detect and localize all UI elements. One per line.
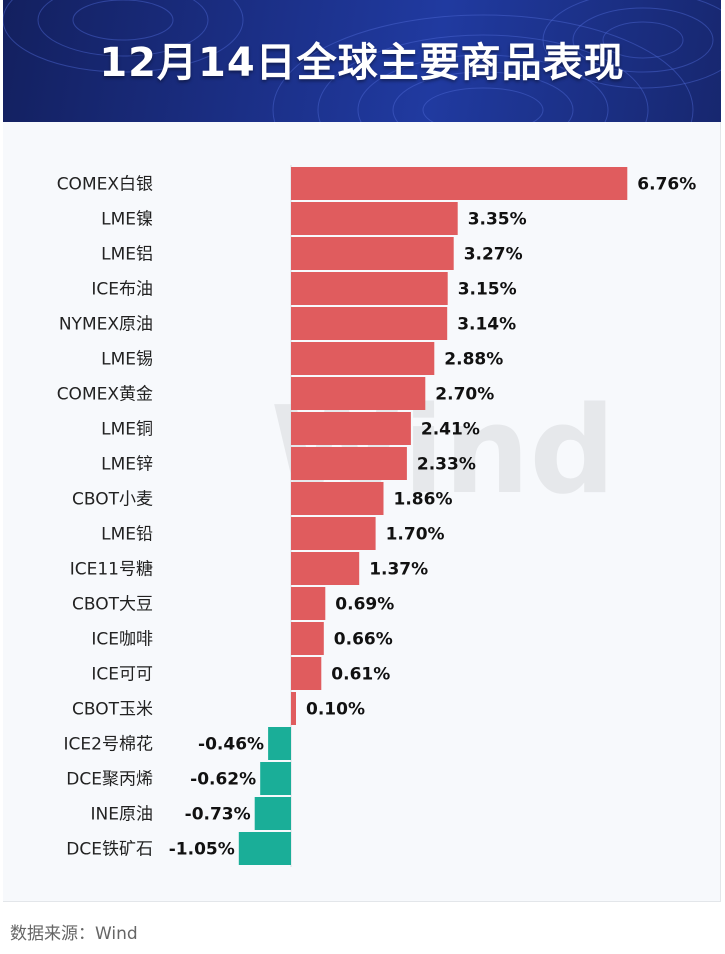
bar-7 [291, 412, 411, 445]
bar-5 [291, 342, 435, 375]
category-label: LME铝 [101, 245, 153, 265]
category-label: DCE铁矿石 [66, 840, 153, 860]
value-label: 3.35% [468, 210, 527, 230]
category-label: ICE可可 [91, 665, 153, 685]
bar-13 [291, 622, 324, 655]
value-label: 1.37% [369, 560, 428, 580]
category-label: CBOT小麦 [72, 490, 153, 510]
category-label: LME铜 [101, 420, 153, 440]
value-label: 2.70% [435, 385, 494, 405]
category-label: LME锡 [101, 350, 153, 370]
value-label: -0.46% [198, 735, 264, 755]
category-label: ICE咖啡 [91, 630, 153, 650]
value-label: -1.05% [169, 840, 235, 860]
bar-0 [291, 167, 628, 200]
bar-19 [238, 832, 291, 865]
title-banner: 12月14日全球主要商品表现 [3, 0, 721, 122]
category-label: LME铅 [101, 525, 153, 545]
value-label: 3.15% [458, 280, 517, 300]
value-label: 3.27% [464, 245, 523, 265]
value-label: 2.33% [417, 455, 476, 475]
category-label: CBOT玉米 [72, 700, 153, 720]
bar-14 [291, 657, 322, 690]
category-label: NYMEX原油 [59, 315, 153, 335]
bar-6 [291, 377, 426, 410]
chart-panel: Wind COMEX白银 6.76% LME镍 3.35% LME铝 3.27% ICE布油… [3, 122, 721, 902]
bar-12 [291, 587, 326, 620]
category-label: ICE11号糖 [70, 560, 153, 580]
value-label: 0.69% [335, 595, 394, 615]
value-label: 3.14% [457, 315, 516, 335]
bar-16 [268, 727, 291, 760]
bar-11 [291, 552, 360, 585]
source-note: 数据来源：Wind [10, 924, 138, 944]
value-label: -0.73% [185, 805, 251, 825]
value-label: 0.10% [306, 700, 365, 720]
category-label: LME锌 [101, 455, 153, 475]
bar-9 [291, 482, 384, 515]
category-label: CBOT大豆 [72, 595, 153, 615]
category-label: INE原油 [91, 805, 153, 825]
value-label: 2.88% [444, 350, 503, 370]
bar-3 [291, 272, 448, 305]
category-label: ICE2号棉花 [64, 735, 153, 755]
commodity-bar-chart: Wind COMEX白银 6.76%LME镍 3.35%LME铝 3.27%ICE布油… [57, 165, 696, 867]
value-label: 0.61% [331, 665, 390, 685]
category-label: ICE布油 [91, 280, 153, 300]
bar-17 [260, 762, 291, 795]
bar-4 [291, 307, 448, 340]
bar-8 [291, 447, 407, 480]
value-label: -0.62% [190, 770, 256, 790]
page-title: 12月14日全球主要商品表现 [99, 40, 625, 86]
value-label: 1.70% [386, 525, 445, 545]
bar-18 [254, 797, 291, 830]
category-label: COMEX黄金 [57, 385, 153, 405]
bar-15 [291, 692, 296, 725]
category-label: LME镍 [101, 210, 153, 230]
bar-10 [291, 517, 376, 550]
category-label: DCE聚丙烯 [66, 770, 153, 790]
value-label: 0.66% [334, 630, 393, 650]
value-label: 2.41% [421, 420, 480, 440]
bar-1 [291, 202, 458, 235]
banner-contour-decoration [3, 0, 721, 122]
value-label: 6.76% [637, 175, 696, 195]
bar-2 [291, 237, 454, 270]
value-label: 1.86% [394, 490, 453, 510]
category-label: COMEX白银 [57, 175, 153, 195]
